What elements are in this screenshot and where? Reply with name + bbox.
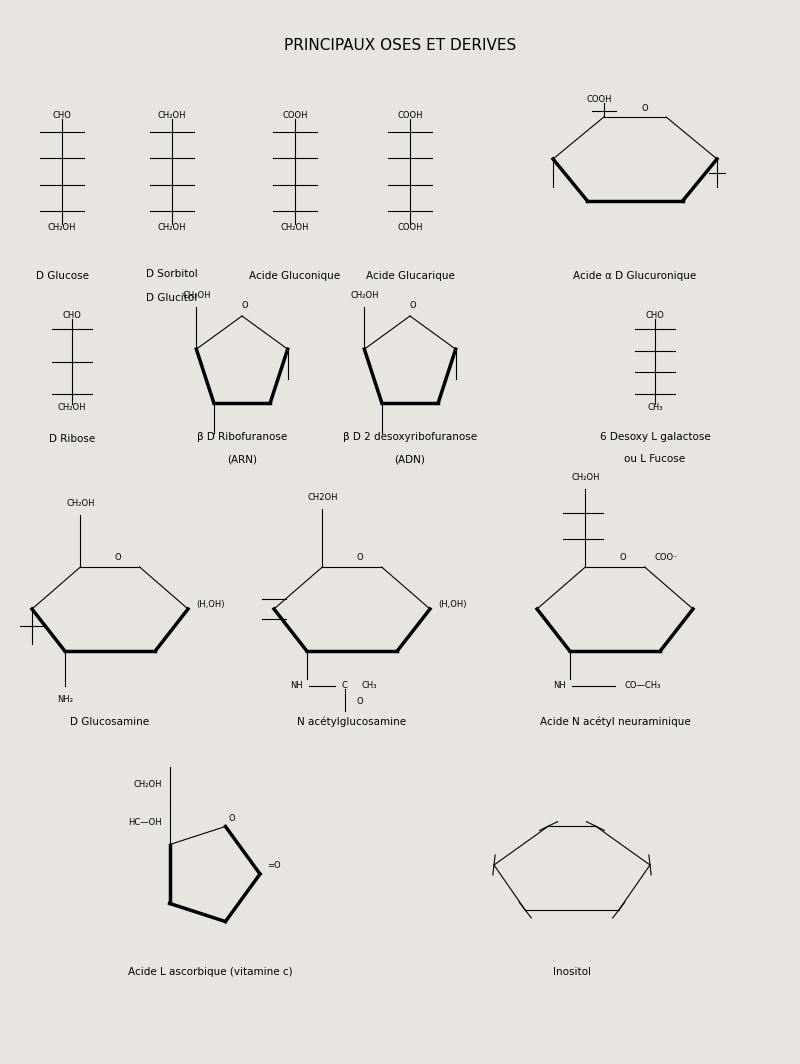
Text: ou L Fucose: ou L Fucose [625,454,686,464]
Text: O: O [620,552,626,562]
Text: D Sorbitol: D Sorbitol [146,269,198,279]
Text: CH₂OH: CH₂OH [350,290,378,300]
Text: CH₃: CH₃ [362,682,378,691]
Text: Acide N acétyl neuraminique: Acide N acétyl neuraminique [540,717,690,728]
Text: O: O [357,552,363,562]
Text: COO⁻: COO⁻ [654,552,678,562]
Text: 6 Desoxy L galactose: 6 Desoxy L galactose [600,432,710,442]
Text: O: O [242,301,248,311]
Text: NH: NH [290,681,302,689]
Text: COOH: COOH [282,111,308,119]
Text: CH₂OH: CH₂OH [182,290,210,300]
Text: =O: =O [267,862,281,870]
Text: HC—OH: HC—OH [128,818,162,827]
Text: Inositol: Inositol [553,967,591,977]
Text: (H,OH): (H,OH) [438,600,466,610]
Text: O: O [228,814,234,822]
Text: O: O [357,697,363,705]
Text: CH₂OH: CH₂OH [158,111,186,119]
Text: Acide Gluconique: Acide Gluconique [250,271,341,281]
Text: Acide Glucarique: Acide Glucarique [366,271,454,281]
Text: COOH: COOH [398,111,422,119]
Text: D Glucose: D Glucose [35,271,89,281]
Text: D Ribose: D Ribose [49,434,95,444]
Text: CH₂OH: CH₂OH [133,780,162,789]
Text: CH₂OH: CH₂OH [281,223,310,233]
Text: CH₂OH: CH₂OH [158,223,186,233]
Text: CHO: CHO [62,311,82,319]
Text: D Glucosamine: D Glucosamine [70,717,150,727]
Text: CH₂OH: CH₂OH [48,223,76,233]
Text: CH₂OH: CH₂OH [571,472,600,482]
Text: N acétylglucosamine: N acétylglucosamine [298,717,406,728]
Text: CHO: CHO [53,111,71,119]
Text: CHO: CHO [646,311,665,319]
Text: O: O [410,301,416,311]
Text: PRINCIPAUX OSES ET DERIVES: PRINCIPAUX OSES ET DERIVES [284,38,516,53]
Text: (H,OH): (H,OH) [196,600,225,610]
Text: NH₂: NH₂ [57,695,73,703]
Text: Acide L ascorbique (vitamine c): Acide L ascorbique (vitamine c) [128,967,292,977]
Text: O: O [642,104,648,114]
Text: D Glucitol: D Glucitol [146,293,198,303]
Text: CO—CH₃: CO—CH₃ [625,682,661,691]
Text: CH₂OH: CH₂OH [58,403,86,413]
Text: NH: NH [553,681,566,689]
Text: C: C [342,682,348,691]
Text: COOH: COOH [586,95,611,103]
Text: CH₂OH: CH₂OH [66,499,94,508]
Text: CH₃: CH₃ [647,403,662,413]
Text: COOH: COOH [398,223,422,233]
Text: O: O [114,552,122,562]
Text: β D Ribofuranose: β D Ribofuranose [197,432,287,442]
Text: Acide α D Glucuronique: Acide α D Glucuronique [574,271,697,281]
Text: CH2OH: CH2OH [307,493,338,501]
Text: (ARN): (ARN) [227,454,257,464]
Text: (ADN): (ADN) [394,454,426,464]
Text: β D 2 desoxyribofuranose: β D 2 desoxyribofuranose [343,432,477,442]
